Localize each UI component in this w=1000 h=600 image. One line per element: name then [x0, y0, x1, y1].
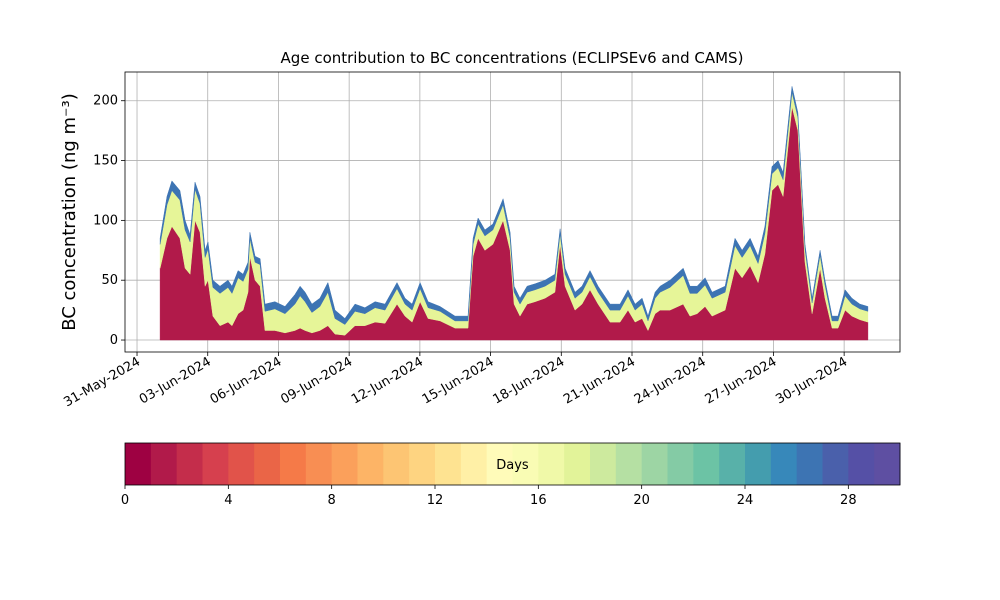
x-tick-label: 03-Jun-2024 [137, 354, 214, 407]
colorbar-cell [796, 443, 823, 485]
colorbar-cell [228, 443, 255, 485]
colorbar-cell [150, 443, 178, 485]
y-tick-label: 100 [93, 213, 118, 228]
colorbar-cell [615, 443, 643, 485]
colorbar-cell [202, 443, 229, 485]
colorbar-cell [745, 443, 772, 485]
x-tick-label: 30-Jun-2024 [773, 354, 850, 407]
colorbar-tick-label: 8 [328, 493, 336, 508]
colorbar-cell [564, 443, 591, 485]
colorbar-cell [874, 443, 901, 485]
colorbar-cell [254, 443, 281, 485]
y-tick-label: 50 [101, 273, 118, 288]
colorbar-cell [409, 443, 436, 485]
colorbar-cell [435, 443, 462, 485]
colorbar-cell [719, 443, 746, 485]
y-axis-label: BC concentration (ng m⁻³) [59, 93, 80, 331]
colorbar-cell [280, 443, 307, 485]
colorbar-cell [770, 443, 798, 485]
colorbar-cell [357, 443, 384, 485]
colorbar-cell [641, 443, 668, 485]
colorbar-cell [305, 443, 333, 485]
colorbar-cell [822, 443, 849, 485]
colorbar-tick-label: 20 [633, 493, 650, 508]
colorbar-tick-label: 0 [121, 493, 129, 508]
colorbar-cell [693, 443, 720, 485]
x-tick-label: 18-Jun-2024 [490, 354, 567, 407]
colorbar-cell [460, 443, 488, 485]
x-tick-label: 12-Jun-2024 [349, 354, 426, 407]
colorbar-cell [848, 443, 875, 485]
colorbar-tick-label: 16 [530, 493, 547, 508]
colorbar-tick-label: 24 [737, 493, 754, 508]
colorbar-cell [512, 443, 539, 485]
y-tick-label: 0 [110, 333, 118, 348]
colorbar-cell [176, 443, 203, 485]
chart-title: Age contribution to BC concentrations (E… [281, 49, 744, 67]
colorbar-cell [590, 443, 617, 485]
y-tick-label: 200 [93, 94, 118, 109]
x-tick-label: 24-Jun-2024 [632, 354, 709, 407]
colorbar-cell [538, 443, 565, 485]
colorbar-cell [331, 443, 358, 485]
colorbar-tick-label: 28 [840, 493, 857, 508]
plot-frame [124, 71, 901, 353]
colorbar-tick-label: 4 [224, 493, 232, 508]
colorbar-cell [125, 443, 152, 485]
x-tick-label: 31-May-2024 [61, 354, 143, 410]
colorbar-label: Days [496, 458, 529, 473]
x-tick-label: 27-Jun-2024 [703, 354, 780, 407]
x-tick-label: 09-Jun-2024 [278, 354, 355, 407]
area-layer [159, 86, 869, 325]
colorbar-cell [667, 443, 694, 485]
colorbar-tick-label: 12 [427, 493, 444, 508]
x-tick-label: 21-Jun-2024 [561, 354, 638, 407]
x-tick-label: 06-Jun-2024 [208, 354, 285, 407]
colorbar-cell [383, 443, 410, 485]
colorbar-frame [124, 442, 901, 486]
x-tick-label: 15-Jun-2024 [420, 354, 497, 407]
colorbar-cell [486, 443, 513, 485]
y-tick-label: 150 [93, 154, 118, 169]
